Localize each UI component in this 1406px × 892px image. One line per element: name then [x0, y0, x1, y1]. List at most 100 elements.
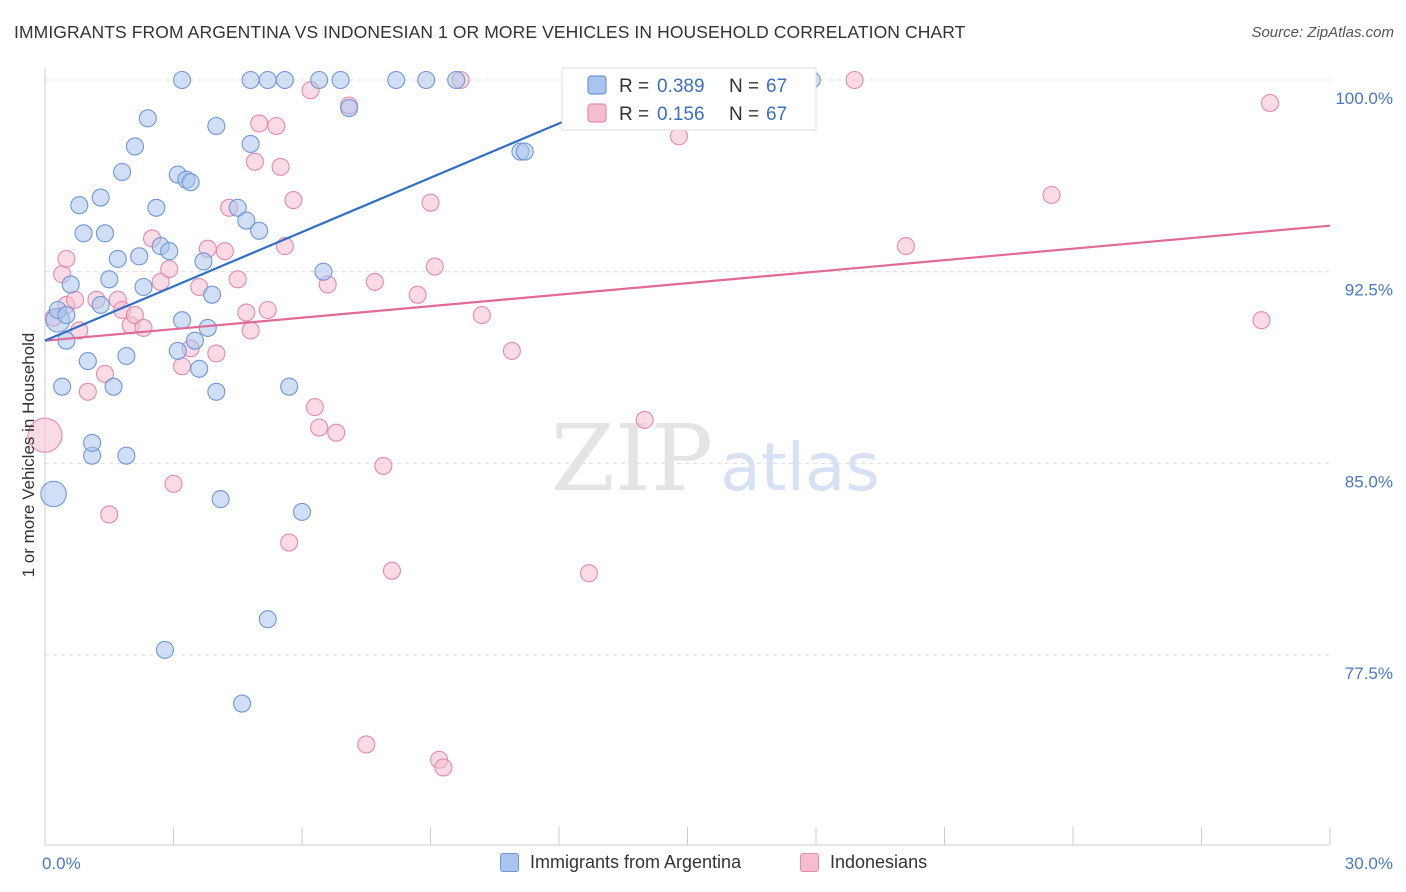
argentina-point-4 — [57, 306, 76, 325]
argentina-point-30 — [168, 341, 187, 360]
argentina-point-40 — [207, 116, 226, 136]
indonesians-point-63 — [1260, 93, 1280, 113]
argentina-point-7 — [70, 196, 89, 215]
y-tick-label-3: 100.0% — [1335, 89, 1393, 108]
y-tick-label-0: 77.5% — [1345, 664, 1393, 683]
indonesians-point-17 — [151, 272, 170, 291]
watermark-zip: ZIP — [551, 405, 713, 512]
legend-label-indonesians: Indonesians — [830, 852, 928, 872]
indonesians-point-20 — [173, 357, 192, 376]
argentina-point-32 — [173, 70, 192, 90]
argentina-point-31 — [173, 311, 192, 330]
argentina-point-22 — [130, 247, 149, 266]
indonesians-point-7 — [78, 382, 97, 401]
indonesians-point-60 — [896, 237, 916, 256]
indonesians-point-46 — [374, 456, 393, 475]
argentina-point-58 — [387, 70, 406, 90]
argentina-point-48 — [250, 221, 269, 240]
indonesians-point-5 — [65, 290, 85, 309]
argentina-point-62 — [515, 142, 534, 161]
indonesians-point-4 — [57, 249, 76, 268]
argentina-point-39 — [203, 285, 222, 304]
argentina-point-56 — [331, 70, 350, 90]
argentina-point-50 — [258, 610, 277, 629]
indonesians-point-40 — [310, 418, 329, 437]
argentina-point-6 — [61, 275, 80, 294]
argentina-point-3 — [53, 377, 72, 396]
argentina-point-19 — [117, 346, 136, 366]
legend-swatch-blue — [587, 75, 607, 95]
argentina-point-49 — [258, 70, 277, 90]
argentina-point-42 — [207, 382, 226, 401]
argentina-point-21 — [125, 137, 144, 156]
indonesians-point-48 — [408, 285, 427, 304]
argentina-point-0 — [40, 480, 67, 508]
argentina-point-18 — [113, 162, 132, 182]
indonesians-point-34 — [271, 157, 290, 176]
argentina-point-55 — [314, 262, 333, 281]
indonesians-point-36 — [280, 533, 299, 552]
tick-labels: 77.5% 85.0% 92.5% 100.0% 0.0% 30.0% — [42, 89, 1393, 873]
indonesians-point-31 — [250, 114, 269, 133]
argentina-point-54 — [310, 70, 329, 90]
indonesians-point-57 — [635, 410, 654, 429]
correlation-legend: R = 0.389 N = 67 R = 0.156 N = 67 — [561, 67, 817, 131]
legend-n-value-pink: 67 — [766, 104, 787, 125]
indonesians-point-33 — [267, 116, 286, 136]
indonesians-point-25 — [215, 242, 234, 261]
watermark-atlas: atlas — [720, 429, 880, 506]
argentina-point-20 — [117, 446, 136, 465]
argentina-point-14 — [95, 224, 115, 243]
indonesians-point-15 — [134, 318, 153, 337]
series-legend: Immigrants from Argentina Indonesians — [0, 852, 1406, 880]
indonesians-point-54 — [472, 306, 491, 325]
legend-swatch-pink — [587, 103, 607, 123]
indonesians-point-24 — [207, 344, 226, 363]
argentina-point-59 — [417, 70, 436, 90]
indonesians-point-45 — [365, 272, 384, 291]
indonesians-point-0 — [27, 417, 63, 453]
trend-line-indonesians — [44, 224, 1331, 342]
source-credit: Source: ZipAtlas.com — [1251, 24, 1394, 41]
indonesians-point-28 — [237, 303, 256, 322]
indonesians-point-56 — [579, 564, 599, 583]
indonesians-point-44 — [357, 735, 376, 754]
legend-item-argentina: Immigrants from Argentina — [500, 852, 741, 873]
legend-swatch-indonesians — [800, 853, 819, 872]
argentina-point-25 — [147, 198, 166, 217]
legend-n-value-blue: 67 — [766, 76, 787, 97]
argentina-point-15 — [100, 270, 119, 289]
indonesians-point-32 — [258, 300, 277, 320]
argentina-points — [40, 70, 821, 713]
argentina-point-35 — [185, 331, 204, 350]
indonesians-point-55 — [502, 341, 521, 360]
indonesians-point-62 — [1252, 311, 1271, 330]
argentina-point-52 — [280, 377, 299, 396]
y-tick-label-2: 92.5% — [1345, 281, 1393, 300]
argentina-point-53 — [292, 502, 312, 521]
indonesians-point-10 — [100, 505, 119, 524]
argentina-point-37 — [194, 252, 213, 271]
argentina-point-11 — [83, 433, 102, 452]
argentina-point-17 — [108, 249, 127, 268]
indonesians-point-47 — [382, 561, 402, 580]
indonesians-point-49 — [421, 193, 440, 212]
indonesians-point-42 — [327, 423, 346, 442]
argentina-point-24 — [138, 109, 157, 128]
legend-label-argentina: Immigrants from Argentina — [530, 852, 742, 872]
indonesians-point-30 — [245, 152, 264, 171]
argentina-point-13 — [91, 188, 110, 207]
indonesians-point-27 — [228, 270, 247, 289]
y-axis-label: 1 or more Vehicles in Household — [19, 333, 38, 578]
indonesians-point-59 — [845, 70, 864, 90]
trend-line-argentina — [44, 78, 663, 342]
legend-n-label-pink: N = — [729, 104, 759, 125]
argentina-point-28 — [160, 242, 179, 261]
x-tick-label-1: 30.0% — [1345, 854, 1393, 873]
indonesians-point-39 — [305, 398, 324, 417]
indonesians-point-50 — [425, 257, 444, 276]
x-tick-label-0: 0.0% — [42, 854, 81, 873]
argentina-point-9 — [78, 352, 97, 371]
argentina-point-51 — [275, 70, 294, 90]
